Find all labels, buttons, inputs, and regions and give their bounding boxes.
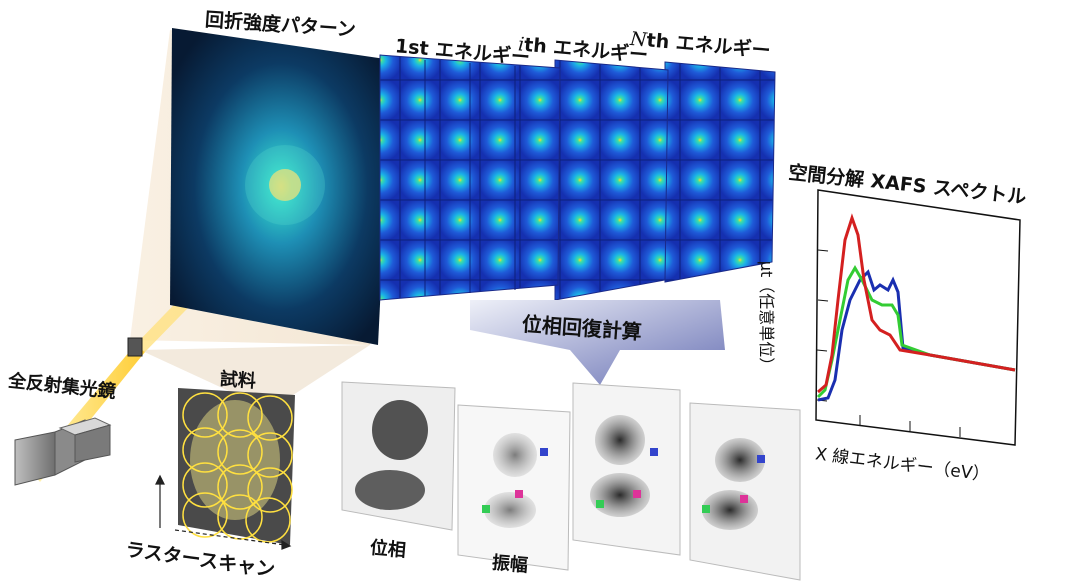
nth-energy-prefix: N: [629, 27, 648, 52]
sample-marker: [127, 337, 143, 357]
spectrum-red-line: [817, 213, 1016, 394]
phase-retrieval-arrow: [470, 300, 725, 385]
y-axis-label: μt（任意単位）: [757, 260, 777, 374]
raster-scan-arrows: [155, 474, 292, 550]
sample-image: [178, 388, 295, 545]
phase-label: 位相: [369, 537, 407, 562]
ith-energy-stack: [554, 59, 669, 301]
nth-energy-stack: [664, 61, 776, 283]
diffraction-pattern-image: [170, 28, 392, 345]
first-energy-stack: [379, 54, 561, 301]
sample-label: 試料: [219, 368, 257, 393]
phase-amplitude-stack: [341, 381, 801, 581]
mirror-device: [14, 417, 112, 486]
xafs-spectrum-chart: [815, 189, 1021, 446]
amplitude-label: 振幅: [491, 552, 529, 577]
